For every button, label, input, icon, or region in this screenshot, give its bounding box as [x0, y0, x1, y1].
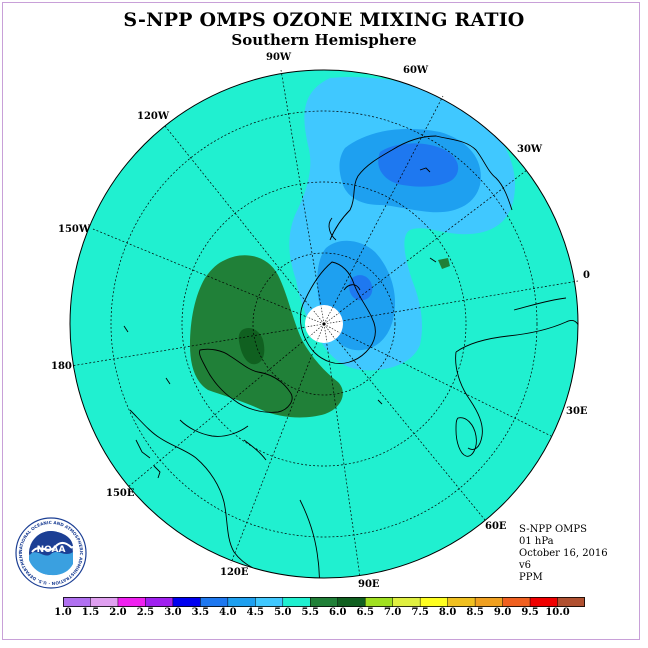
colorbar-tick-label: 3.0 [164, 607, 182, 618]
info-block: S-NPP OMPS 01 hPa October 16, 2016 v6 PP… [519, 524, 608, 584]
colorbar-segment [172, 597, 201, 607]
colorbar-border [63, 597, 585, 607]
lon-label-30w: 30W [517, 144, 543, 155]
meridian-30w [323, 169, 528, 325]
colorbar-segment [530, 597, 558, 607]
pole-meridian-ticks [305, 305, 343, 343]
info-units: PPM [519, 572, 543, 583]
colorbar-tick-label: 2.0 [109, 607, 127, 618]
colorbar-tick-label: 6.5 [356, 607, 374, 618]
longitude-labels: 90W 60W 120W 30W 150W 0 180 30E 150E 60E… [51, 52, 590, 590]
colorbar-segment [392, 597, 421, 607]
colorbar-segment [145, 597, 174, 607]
info-date: October 16, 2016 [519, 548, 608, 559]
colorbar-segment [255, 597, 284, 607]
colorbar-tick-label: 7.5 [411, 607, 429, 618]
colorbar-segment [310, 597, 339, 607]
colorbar-tick-label: 8.0 [438, 607, 457, 618]
meridian-0 [323, 280, 579, 325]
colorbar-segment [200, 597, 229, 607]
colorbar-tick-label: 4.5 [246, 607, 265, 618]
colorbar-tick-label: 6.0 [329, 607, 347, 618]
colorbar-segment [447, 597, 476, 607]
meridian-150w [92, 228, 325, 325]
info-version: v6 [519, 560, 532, 571]
info-level: 01 hPa [519, 536, 554, 547]
colorbar-segment [117, 597, 146, 607]
meridian-90e [323, 323, 361, 578]
map-subtitle: Southern Hemisphere [231, 31, 417, 49]
contour-3-0-to-3-5-b [349, 275, 373, 301]
lon-label-90e: 90E [358, 579, 380, 590]
colorbar-segment [502, 597, 531, 607]
map-title: S-NPP OMPS OZONE MIXING RATIO [123, 9, 525, 31]
contour-small-blob [438, 258, 450, 269]
lon-label-120e: 120E [220, 567, 249, 578]
colorbar-tick-label: 1.5 [81, 607, 100, 618]
colorbar-tick-label: 3.5 [191, 607, 210, 618]
lon-label-60e: 60E [485, 521, 507, 532]
graticule [70, 69, 579, 578]
meridian-150e [127, 323, 325, 488]
colorbar-tick-label: 5.5 [301, 607, 319, 618]
colorbar-labels: 1.0 1.5 2.0 2.5 3.0 3.5 4.0 4.5 5.0 5.5 6.0 6.5 7.0 7… [0, 607, 648, 621]
lon-label-120w: 120W [137, 111, 170, 122]
colorbar-segment [90, 597, 119, 607]
map-border [69, 69, 579, 579]
lon-label-60w: 60W [403, 65, 429, 76]
colorbar-segment [420, 597, 448, 607]
colorbar-segment [63, 597, 91, 607]
colorbar-tick-label: 2.5 [136, 607, 155, 618]
noaa-logo: NATIONAL OCEANIC AND ATMOSPHERIC ADMINIS… [14, 516, 87, 589]
lon-label-150e: 150E [106, 488, 135, 499]
colorbar-segment [337, 597, 366, 607]
latitude-circle-30s [110, 110, 538, 538]
colorbar-tick-label: 1.0 [54, 607, 72, 618]
colorbar-segment [475, 597, 503, 607]
contour-3-0-to-3-5 [378, 143, 459, 187]
meridian-120e [230, 323, 325, 564]
meridian-90w [280, 69, 325, 325]
contour-5-5-to-6-0 [190, 255, 343, 418]
meridian-60w [323, 95, 444, 325]
colorbar [63, 597, 585, 607]
contour-6-0-to-6-5 [238, 328, 265, 365]
lon-label-30e: 30E [566, 406, 588, 417]
coastlines [123, 135, 578, 578]
latitude-circle-50s [181, 181, 467, 467]
lon-label-180: 180 [51, 361, 72, 372]
colorbar-tick-label: 8.5 [466, 607, 484, 618]
lon-label-150w: 150W [58, 224, 91, 235]
colorbar-segment [227, 597, 256, 607]
colorbar-tick-label: 9.5 [521, 607, 539, 618]
lon-label-90w: 90W [266, 52, 292, 63]
colorbar-tick-label: 9.0 [493, 607, 512, 618]
colorbar-tick-label: 5.0 [274, 607, 292, 618]
colorbar-tick-label: 7.0 [383, 607, 402, 618]
colorbar-tick-label: 10.0 [545, 607, 570, 618]
colorbar-segment [365, 597, 393, 607]
latitude-circle-70s [252, 252, 396, 396]
logo-text: NOAA [37, 545, 66, 555]
colorbar-tick-label: 4.0 [219, 607, 237, 618]
south-pole-dot [322, 322, 326, 326]
info-instrument: S-NPP OMPS [519, 524, 587, 535]
colorbar-segment [557, 597, 585, 607]
meridian-180 [70, 323, 325, 367]
colorbar-segment [282, 597, 311, 607]
frame-border [2, 2, 640, 640]
lon-label-0: 0 [583, 270, 590, 281]
